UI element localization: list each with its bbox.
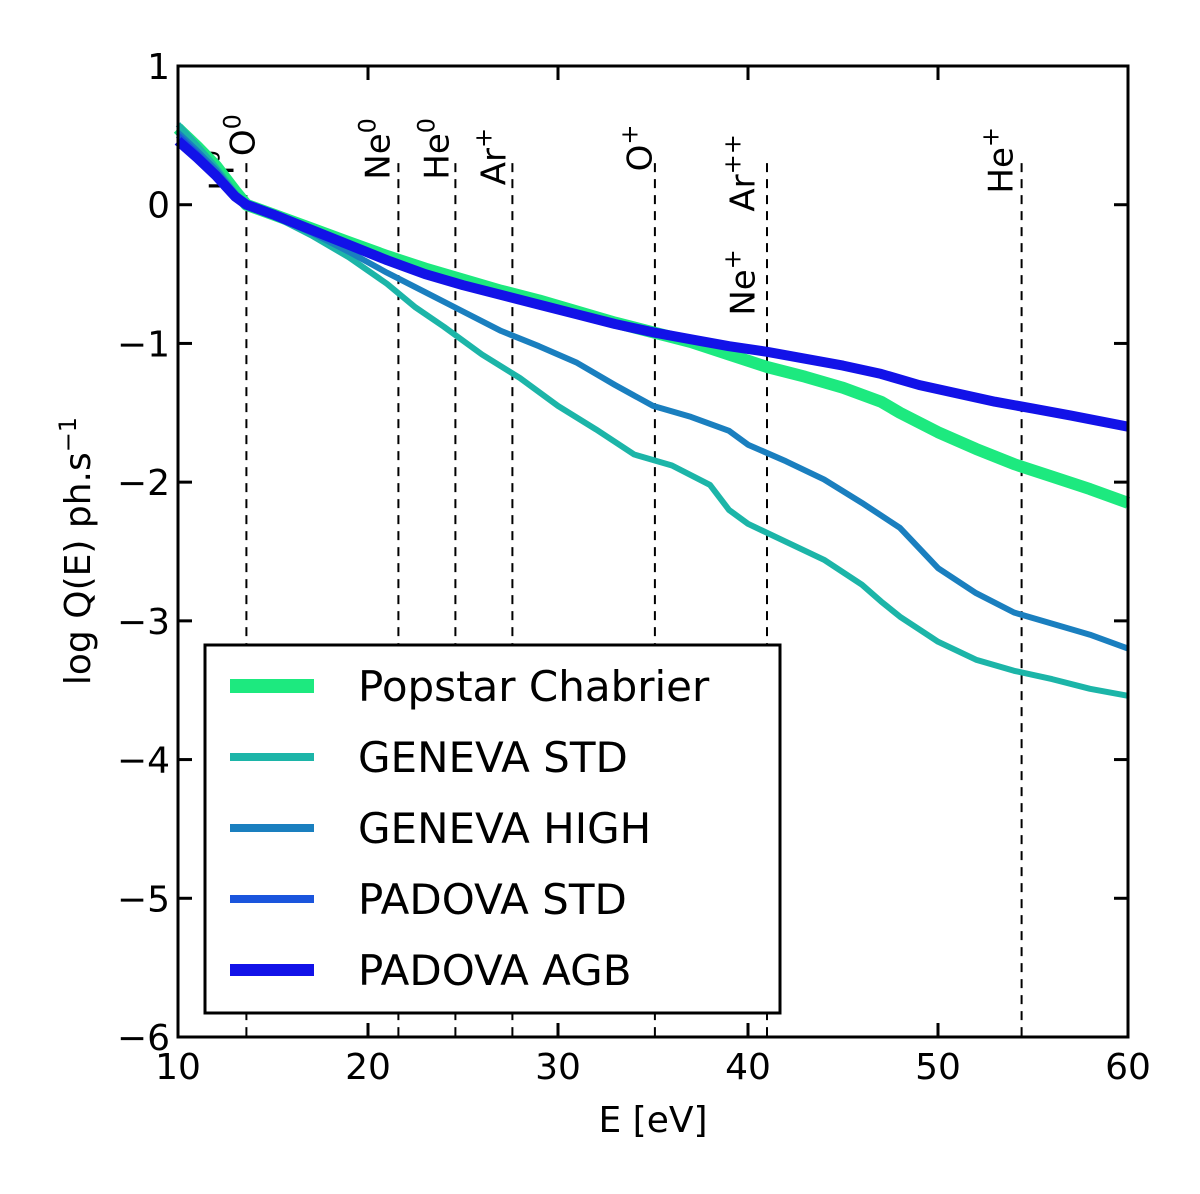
y-tick-label: −6 [117,1018,170,1059]
ion-name: Ne [359,133,399,179]
x-tick-label: 10 [155,1047,201,1088]
ion-name: O [224,129,264,156]
legend-label: PADOVA STD [358,875,627,924]
series-lines [173,122,1131,699]
series-line-4 [174,137,1129,432]
ion-name: Ne [723,269,763,315]
y-axis-label: log Q(E) ph.s−1 [54,417,99,685]
x-tick-label: 40 [725,1047,771,1088]
ion-charge: 0 [412,118,440,133]
ionization-label: Ar+ [469,128,514,185]
ion-name: He [417,133,457,179]
ion-charge: + [977,127,1005,147]
ionization-label: Ar++ [718,134,763,211]
ion-name: Ar [723,174,763,211]
y-tick-label: −3 [117,602,170,643]
x-tick-label: 30 [535,1047,581,1088]
ionization-label: Ne+ [718,249,763,315]
ionization-label: He0 [412,118,457,180]
ion-charge: 0 [354,118,382,133]
ion-charge: ++ [718,134,746,174]
legend-label: GENEVA STD [358,733,628,782]
ion-charge: 0 [219,114,247,129]
y-tick-label: 1 [147,47,170,88]
ion-charge: + [616,125,644,145]
ion-name: Ar [474,148,514,185]
y-tick-label: −4 [117,741,170,782]
ionization-label: He+ [977,127,1022,194]
legend: Popstar Chabrier GENEVA STD GENEVA HIGH PAD… [203,643,782,1015]
plot-frame [176,64,1130,1039]
ion-name: He [982,147,1022,193]
y-tick-label: −1 [117,324,170,365]
ion-charge: + [469,128,497,148]
legend-label: PADOVA AGB [358,946,632,995]
ionization-label: O+ [616,125,661,172]
x-tick-label: 60 [1105,1047,1151,1088]
legend-label: GENEVA HIGH [358,804,651,853]
ionization-label: O0 [219,114,264,156]
x-axis-label: E [eV] [598,1100,707,1141]
y-axis-label-exponent: −1 [54,417,82,452]
y-tick-label: −2 [117,463,170,504]
legend-label: Popstar Chabrier [358,662,710,711]
ion-charge: + [718,249,746,269]
x-tick-label: 50 [915,1047,961,1088]
ion-name: O [621,145,661,172]
y-axis-label-main: log Q(E) ph.s [58,452,99,685]
y-tick-label: −5 [117,879,170,920]
ionization-label: Ne0 [354,118,399,180]
y-tick-label: 0 [147,186,170,227]
x-tick-label: 20 [345,1047,391,1088]
